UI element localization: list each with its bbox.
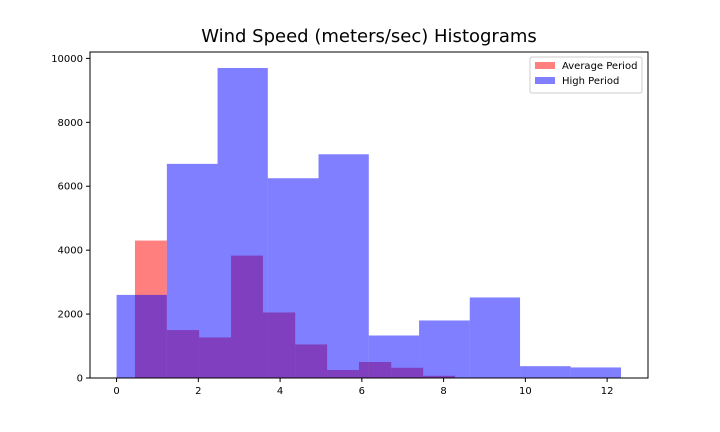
high-period-bar-7 [469, 297, 521, 378]
high-period-bar-4 [318, 154, 369, 378]
high-period-bar-5 [368, 335, 420, 378]
legend-label-high-period: High Period [562, 76, 619, 87]
high-period-bar-9 [570, 367, 622, 378]
y-tick-label-1: 2000 [58, 310, 83, 321]
y-tick-label-4: 8000 [58, 118, 83, 129]
legend-swatch-high-period [535, 77, 555, 84]
legend-label-average-period: Average Period [562, 61, 637, 72]
x-tick-label-0: 0 [113, 386, 119, 397]
axes-layer: 0 2 4 6 8 10 12 0 2000 4000 6000 8000 10000 [51, 54, 613, 397]
high-period-bar-1 [166, 163, 218, 378]
legend-box [529, 56, 643, 94]
high-period-bar-3 [267, 178, 319, 378]
x-tick-label-6: 12 [601, 386, 614, 397]
high-period-bar-2 [217, 67, 268, 378]
high-period-bar-6 [419, 320, 470, 378]
x-tick-label-1: 2 [195, 386, 201, 397]
high-period-bar-8 [520, 366, 571, 378]
bars-layer [116, 67, 622, 378]
y-tick-label-0: 0 [77, 374, 83, 385]
legend-swatch-average-period [535, 62, 555, 69]
x-tick-label-2: 4 [277, 386, 283, 397]
y-tick-label-2: 4000 [58, 246, 83, 257]
legend: Average Period High Period [529, 56, 643, 94]
chart-title: Wind Speed (meters/sec) Histograms [201, 26, 537, 47]
plot-frame [89, 51, 649, 379]
x-tick-label-5: 10 [519, 386, 532, 397]
x-tick-label-4: 8 [440, 386, 446, 397]
x-tick-label-3: 6 [359, 386, 365, 397]
y-tick-label-3: 6000 [58, 182, 83, 193]
high-period-bar-0 [116, 294, 167, 378]
y-tick-label-5: 10000 [51, 54, 83, 65]
